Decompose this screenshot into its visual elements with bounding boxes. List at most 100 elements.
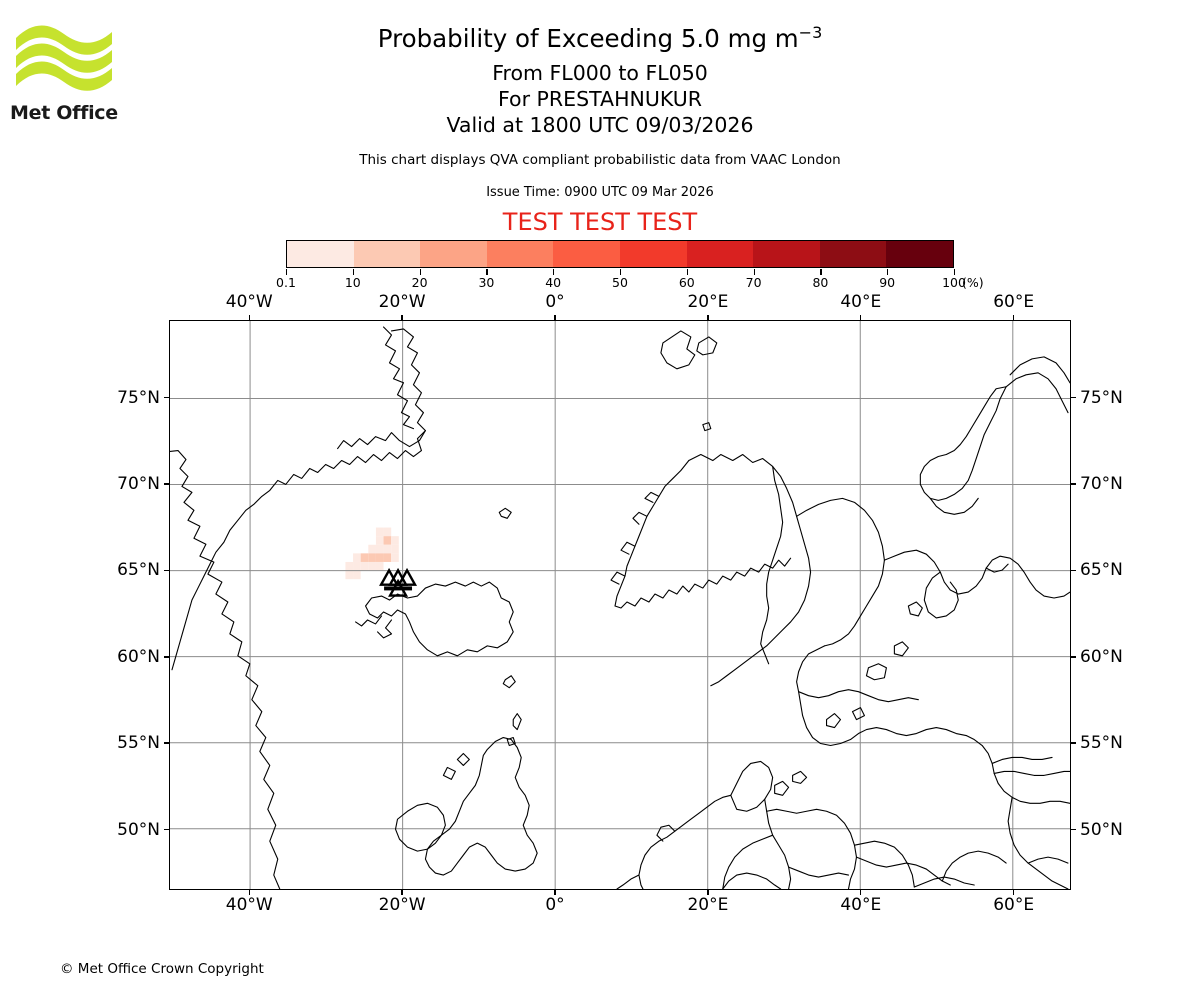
colorbar-band-3	[486, 241, 554, 267]
colorbar-tick-0	[286, 269, 288, 275]
colorbar-band-7	[753, 241, 820, 267]
lon-tick-top-5	[1012, 315, 1015, 320]
lon-tick-bottom-2	[554, 890, 556, 895]
ash-cell	[353, 561, 361, 571]
lat-label-left-3: 60°N	[117, 646, 160, 667]
ash-cell	[383, 544, 392, 554]
colorbar-tick-5	[620, 269, 622, 275]
colorbar-tick-7	[753, 269, 755, 275]
colorbar-tick-9	[887, 269, 889, 275]
title-exponent: −3	[798, 22, 823, 42]
lon-tick-top-3	[707, 315, 709, 320]
lon-tick-top-1	[401, 315, 403, 320]
lon-label-bottom-2: 0°	[545, 895, 565, 915]
lon-label-bottom-0: 40°W	[225, 895, 273, 915]
lon-label-bottom-3: 20°E	[687, 895, 729, 915]
probability-colorbar: (%) 0.1 10 20 30 40 50 60 70 80 90 100	[276, 240, 984, 290]
colorbar-band-8	[819, 241, 887, 267]
ash-cell	[360, 553, 369, 562]
ash-concentration-cells	[345, 527, 399, 580]
map-vector-layer	[170, 321, 1070, 889]
lat-label-right-4: 55°N	[1080, 733, 1123, 754]
ash-cell	[375, 527, 384, 537]
ash-cell	[375, 553, 384, 562]
lat-tick-right-0	[1071, 397, 1076, 399]
ash-cell	[353, 553, 361, 562]
ash-cell	[383, 536, 392, 545]
colorbar-band-4	[553, 241, 620, 267]
lat-label-right-3: 60°N	[1080, 646, 1123, 667]
ash-cell	[391, 536, 399, 545]
ash-cell	[360, 561, 369, 571]
ash-cell	[375, 544, 384, 554]
copyright-text: © Met Office Crown Copyright	[60, 961, 264, 977]
lon-label-bottom-4: 40°E	[840, 895, 882, 915]
lat-label-left-2: 65°N	[117, 560, 160, 581]
lat-tick-right-5	[1071, 828, 1076, 831]
colorbar-tick-1	[352, 269, 355, 275]
volcano-base	[384, 586, 413, 591]
lon-tick-top-0	[248, 315, 250, 320]
lon-label-bottom-5: 60°E	[993, 895, 1035, 915]
colorbar-band-6	[686, 241, 754, 267]
lon-label-top-4: 40°E	[840, 292, 882, 312]
lat-tick-right-1	[1071, 483, 1076, 485]
map-canvas[interactable]	[169, 320, 1071, 890]
colorbar-tick-label-5: 50	[612, 275, 628, 290]
ash-cell	[391, 553, 399, 562]
met-office-wave-mark	[10, 18, 118, 100]
valid-time: Valid at 1800 UTC 09/03/2026	[446, 112, 754, 137]
lon-label-top-5: 60°E	[993, 292, 1035, 312]
colorbar-tick-2	[419, 269, 421, 275]
lon-label-top-3: 20°E	[687, 292, 729, 312]
ash-cell	[353, 570, 361, 580]
lat-tick-left-0	[164, 397, 169, 399]
colorbar-band-1	[353, 241, 421, 267]
colorbar-tick-label-1: 10	[344, 275, 361, 290]
page-title: Probability of Exceeding 5.0 mg m−3	[0, 24, 1200, 53]
lat-tick-left-3	[164, 656, 169, 658]
lon-label-top-0: 40°W	[225, 292, 273, 312]
colorbar-tick-label-10: 100	[942, 275, 966, 290]
test-watermark: TEST TEST TEST	[502, 207, 698, 236]
colorbar-units-label: (%)	[962, 275, 984, 290]
lat-tick-right-2	[1071, 569, 1076, 572]
volcano-triangle	[397, 567, 418, 586]
ash-cell	[383, 527, 392, 537]
colorbar-tick-label-2: 20	[411, 275, 428, 290]
lon-tick-top-2	[554, 315, 556, 320]
colorbar-band-2	[420, 241, 487, 267]
ash-cell	[391, 544, 399, 554]
colorbar-band-9	[886, 241, 953, 267]
lat-tick-left-1	[164, 483, 169, 485]
qva-caption: This chart displays QVA compliant probab…	[359, 151, 841, 168]
lat-tick-left-5	[164, 828, 169, 831]
met-office-logo: Met Office	[10, 18, 118, 124]
lon-tick-bottom-1	[401, 890, 403, 895]
colorbar-tick-6	[686, 269, 689, 275]
colorbar-tick-10	[954, 269, 956, 275]
volcano-marker	[379, 567, 418, 597]
colorbar-tick-label-0: 0.1	[276, 275, 296, 290]
lat-tick-right-3	[1071, 656, 1076, 658]
title-main-text: Probability of Exceeding 5.0 mg m	[377, 24, 799, 53]
lat-tick-left-2	[164, 569, 169, 572]
lat-label-left-5: 50°N	[117, 819, 160, 840]
colorbar-tick-label-9: 90	[879, 275, 896, 290]
met-office-logo-text: Met Office	[10, 102, 118, 124]
lat-label-left-4: 55°N	[117, 733, 160, 754]
map-gridlines	[170, 321, 1070, 889]
colorbar-tick-label-4: 40	[545, 275, 562, 290]
lon-label-top-2: 0°	[545, 292, 565, 312]
colorbar-tick-label-6: 60	[678, 275, 695, 290]
chart-title-block: Probability of Exceeding 5.0 mg m−3 From…	[0, 0, 1200, 236]
colorbar-gradient	[286, 240, 954, 268]
lat-tick-right-4	[1071, 742, 1076, 744]
lat-tick-left-4	[164, 742, 169, 744]
lon-tick-top-4	[860, 315, 862, 320]
ash-cell	[368, 553, 376, 562]
ash-cell	[345, 561, 354, 571]
colorbar-tick-label-3: 30	[478, 275, 495, 290]
colorbar-band-0	[287, 241, 354, 267]
lon-tick-bottom-0	[248, 890, 250, 895]
